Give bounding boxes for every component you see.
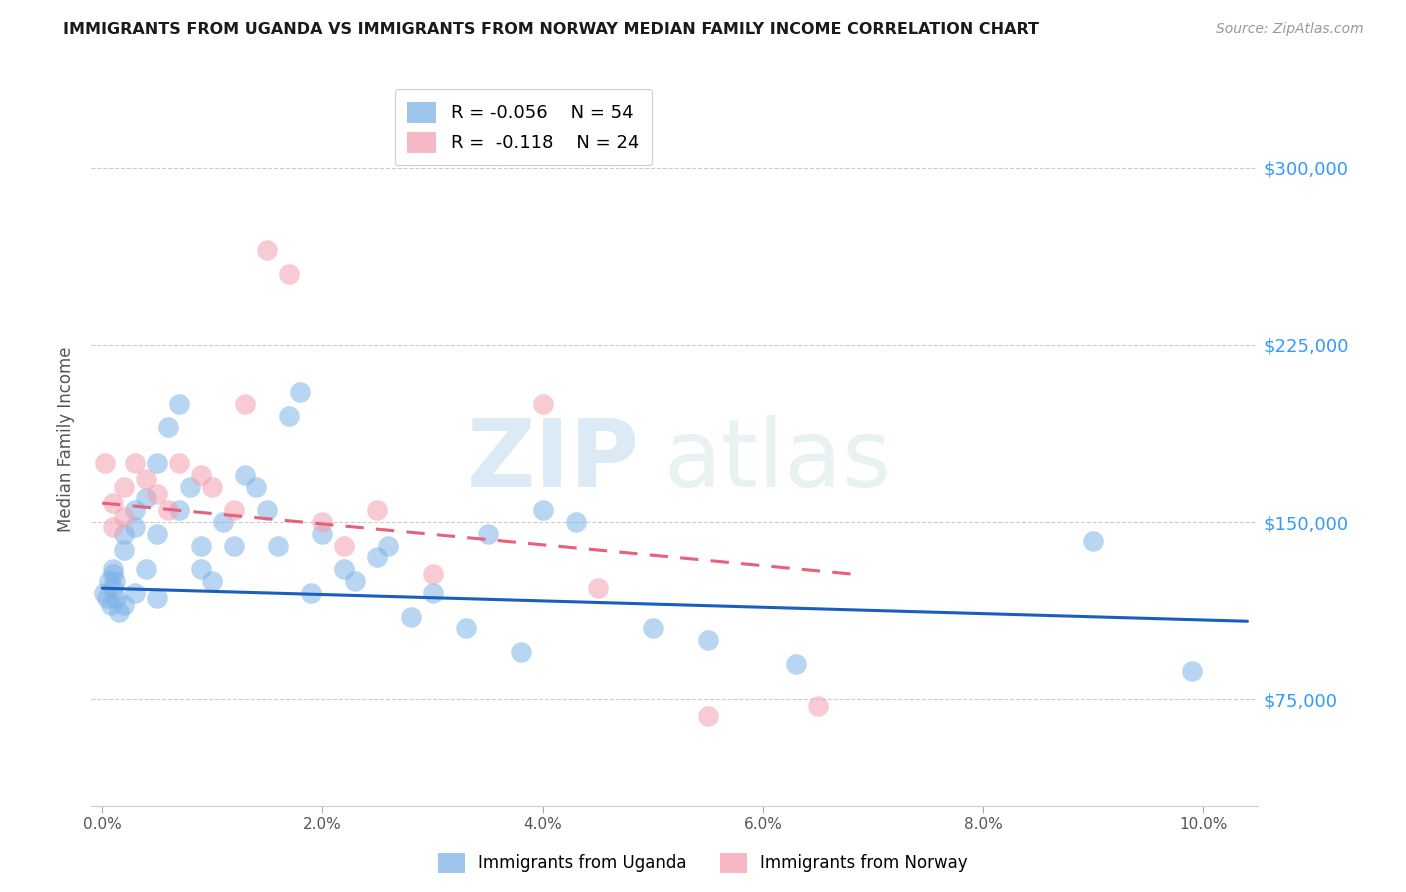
Point bbox=[124, 456, 146, 470]
Point bbox=[366, 550, 388, 565]
Text: ZIP: ZIP bbox=[467, 416, 640, 508]
Point bbox=[94, 456, 117, 470]
Point bbox=[696, 708, 718, 723]
Point bbox=[96, 591, 118, 605]
Point bbox=[267, 539, 290, 553]
Point bbox=[333, 562, 356, 576]
Point bbox=[167, 456, 190, 470]
Legend: R = -0.056    N = 54, R =  -0.118    N = 24: R = -0.056 N = 54, R = -0.118 N = 24 bbox=[395, 89, 651, 165]
Point bbox=[1083, 533, 1105, 548]
Point bbox=[477, 526, 499, 541]
Point bbox=[564, 515, 586, 529]
Point bbox=[201, 574, 224, 588]
Point bbox=[167, 397, 190, 411]
Point bbox=[696, 633, 718, 648]
Point bbox=[333, 539, 356, 553]
Point bbox=[101, 562, 124, 576]
Point bbox=[454, 621, 477, 635]
Point bbox=[157, 503, 180, 517]
Point bbox=[807, 699, 830, 714]
Point bbox=[112, 598, 135, 612]
Text: Source: ZipAtlas.com: Source: ZipAtlas.com bbox=[1216, 22, 1364, 37]
Point bbox=[212, 515, 235, 529]
Point bbox=[101, 496, 124, 510]
Point bbox=[278, 409, 301, 423]
Point bbox=[112, 510, 135, 524]
Point bbox=[146, 591, 169, 605]
Point bbox=[299, 586, 322, 600]
Point bbox=[179, 479, 201, 493]
Point bbox=[135, 491, 157, 506]
Point bbox=[107, 605, 129, 619]
Point bbox=[101, 566, 124, 581]
Point bbox=[93, 586, 115, 600]
Point bbox=[785, 657, 807, 671]
Point bbox=[124, 586, 146, 600]
Point bbox=[641, 621, 664, 635]
Point bbox=[105, 591, 128, 605]
Point bbox=[256, 503, 278, 517]
Point bbox=[233, 467, 256, 482]
Point bbox=[531, 503, 554, 517]
Point bbox=[104, 574, 127, 588]
Point bbox=[101, 520, 124, 534]
Point bbox=[167, 503, 190, 517]
Point bbox=[290, 384, 312, 399]
Point bbox=[344, 574, 367, 588]
Point bbox=[201, 479, 224, 493]
Legend: Immigrants from Uganda, Immigrants from Norway: Immigrants from Uganda, Immigrants from … bbox=[432, 847, 974, 880]
Point bbox=[256, 244, 278, 258]
Point bbox=[1181, 664, 1204, 678]
Point bbox=[101, 581, 124, 595]
Point bbox=[278, 267, 301, 281]
Point bbox=[245, 479, 267, 493]
Point bbox=[135, 473, 157, 487]
Point bbox=[422, 566, 444, 581]
Text: atlas: atlas bbox=[664, 416, 891, 508]
Point bbox=[224, 539, 246, 553]
Point bbox=[586, 581, 609, 595]
Point bbox=[124, 520, 146, 534]
Point bbox=[422, 586, 444, 600]
Point bbox=[112, 543, 135, 558]
Point bbox=[190, 562, 212, 576]
Point bbox=[135, 562, 157, 576]
Point bbox=[100, 598, 122, 612]
Point bbox=[190, 539, 212, 553]
Point bbox=[377, 539, 399, 553]
Point bbox=[146, 486, 169, 500]
Point bbox=[112, 526, 135, 541]
Text: IMMIGRANTS FROM UGANDA VS IMMIGRANTS FROM NORWAY MEDIAN FAMILY INCOME CORRELATIO: IMMIGRANTS FROM UGANDA VS IMMIGRANTS FRO… bbox=[63, 22, 1039, 37]
Point bbox=[97, 574, 120, 588]
Point bbox=[146, 526, 169, 541]
Point bbox=[366, 503, 388, 517]
Point bbox=[311, 526, 333, 541]
Point bbox=[124, 503, 146, 517]
Point bbox=[190, 467, 212, 482]
Point bbox=[233, 397, 256, 411]
Point bbox=[311, 515, 333, 529]
Point bbox=[399, 609, 422, 624]
Y-axis label: Median Family Income: Median Family Income bbox=[58, 346, 75, 532]
Point bbox=[531, 397, 554, 411]
Point bbox=[224, 503, 246, 517]
Point bbox=[509, 645, 531, 659]
Point bbox=[112, 479, 135, 493]
Point bbox=[157, 420, 180, 434]
Point bbox=[146, 456, 169, 470]
